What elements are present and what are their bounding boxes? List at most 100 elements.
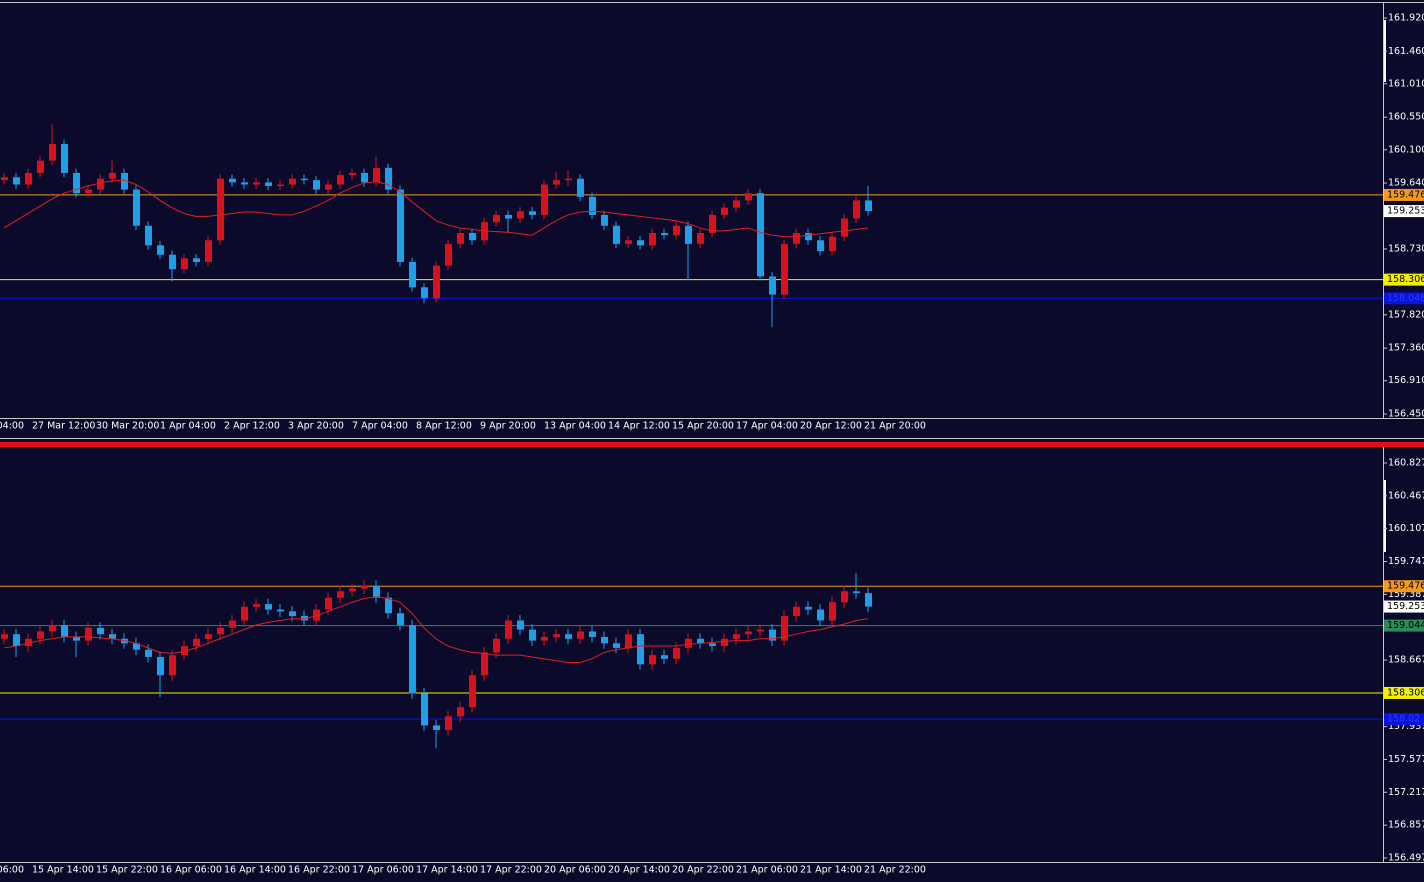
- candle-body: [673, 647, 680, 659]
- candle-body: [133, 189, 140, 226]
- candle-body: [829, 602, 836, 621]
- candle-body: [181, 258, 188, 270]
- candle-body: [1, 177, 8, 181]
- x-tick-label: 16 Apr 22:00: [288, 865, 350, 876]
- candle-body: [817, 609, 824, 621]
- candle-body: [769, 276, 776, 295]
- candle-body: [733, 200, 740, 208]
- candle-body: [97, 627, 104, 635]
- candle-body: [409, 261, 416, 288]
- candle-body: [469, 233, 476, 241]
- y-tick-label: 157.820: [1388, 309, 1424, 320]
- price-label: 159.476: [1387, 189, 1424, 200]
- x-tick-label: 15 Apr 14:00: [32, 865, 94, 876]
- candle-body: [193, 258, 200, 262]
- candle-body: [373, 585, 380, 598]
- candle-body: [661, 233, 668, 236]
- candle-body: [781, 243, 788, 295]
- candle-body: [265, 604, 272, 610]
- y-tick-label: 160.100: [1388, 144, 1424, 155]
- candle-body: [373, 167, 380, 183]
- y-tick-label: 160.827: [1388, 457, 1424, 468]
- y-tick-label: 160.107: [1388, 523, 1424, 534]
- candle-body: [565, 634, 572, 639]
- x-tick-label: 17 Apr 22:00: [480, 865, 542, 876]
- candle-body: [25, 638, 32, 647]
- y-tick-label: 156.497: [1388, 852, 1424, 863]
- x-tick-label: 16 Apr 14:00: [224, 865, 286, 876]
- candle-body: [277, 184, 284, 186]
- candle-body: [421, 693, 428, 726]
- candle-body: [421, 287, 428, 299]
- candle-body: [181, 646, 188, 656]
- x-tick-label: 04:00: [0, 421, 24, 432]
- candle-body: [217, 627, 224, 635]
- candle-body: [577, 178, 584, 197]
- price-label: 159.476: [1387, 581, 1424, 592]
- candle-body: [529, 211, 536, 215]
- candle-body: [13, 634, 20, 647]
- candle-body: [229, 620, 236, 628]
- candle-body: [49, 625, 56, 632]
- y-tick-label: 157.360: [1388, 343, 1424, 354]
- candle-body: [457, 707, 464, 717]
- candle-body: [37, 160, 44, 173]
- x-tick-label: 8 Apr 12:00: [416, 421, 472, 432]
- candle-body: [709, 643, 716, 647]
- candle-body: [853, 591, 860, 594]
- candle-body: [445, 243, 452, 266]
- x-tick-label: 17 Apr 14:00: [416, 865, 478, 876]
- y-tick-label: 161.460: [1388, 46, 1424, 57]
- candle-body: [805, 606, 812, 610]
- candle-body: [793, 606, 800, 616]
- candle-body: [145, 649, 152, 658]
- y-tick-label: 159.640: [1388, 178, 1424, 189]
- candle-body: [349, 588, 356, 592]
- x-tick-label: 21 Apr 20:00: [864, 421, 926, 432]
- y-tick-label: 161.920: [1388, 12, 1424, 23]
- x-tick-label: 06:00: [0, 865, 24, 876]
- y-tick-label: 156.450: [1388, 409, 1424, 420]
- price-label: 159.253: [1387, 206, 1424, 217]
- x-tick-label: 7 Apr 04:00: [352, 421, 408, 432]
- candle-body: [25, 172, 32, 185]
- x-tick-label: 17 Apr 04:00: [736, 421, 798, 432]
- x-tick-label: 30 Mar 20:00: [96, 421, 159, 432]
- candle-body: [613, 643, 620, 648]
- candle-body: [589, 196, 596, 215]
- candle-body: [313, 609, 320, 621]
- candle-body: [397, 613, 404, 626]
- candle-body: [229, 178, 236, 183]
- candle-body: [697, 638, 704, 644]
- x-tick-label: 20 Apr 12:00: [800, 421, 862, 432]
- candle-body: [793, 233, 800, 244]
- y-tick-label: 158.667: [1388, 655, 1424, 666]
- candle-body: [769, 629, 776, 641]
- price-label-box: [1384, 686, 1424, 699]
- x-tick-label: 15 Apr 20:00: [672, 421, 734, 432]
- candle-body: [61, 143, 68, 173]
- candle-body: [85, 189, 92, 194]
- candle-body: [757, 629, 764, 632]
- price-label: 158.02: [1387, 714, 1420, 725]
- candle-body: [265, 182, 272, 186]
- y-tick-label: 161.010: [1388, 78, 1424, 89]
- candle-body: [37, 631, 44, 639]
- x-tick-label: 20 Apr 06:00: [544, 865, 606, 876]
- y-tick-label: 156.857: [1388, 820, 1424, 831]
- y-tick-label: 157.217: [1388, 787, 1424, 798]
- moving-average: [3, 179, 869, 238]
- candle-body: [409, 625, 416, 694]
- candle-body: [361, 585, 368, 589]
- candle-body: [457, 233, 464, 244]
- candle-body: [325, 184, 332, 190]
- candle-body: [361, 172, 368, 183]
- candle-body: [577, 631, 584, 639]
- candle-body: [721, 638, 728, 647]
- candle-body: [337, 591, 344, 598]
- y-tick-label: 159.387: [1388, 589, 1424, 600]
- candle-body: [109, 172, 116, 179]
- candle-body: [661, 655, 668, 659]
- candle-body: [469, 675, 476, 708]
